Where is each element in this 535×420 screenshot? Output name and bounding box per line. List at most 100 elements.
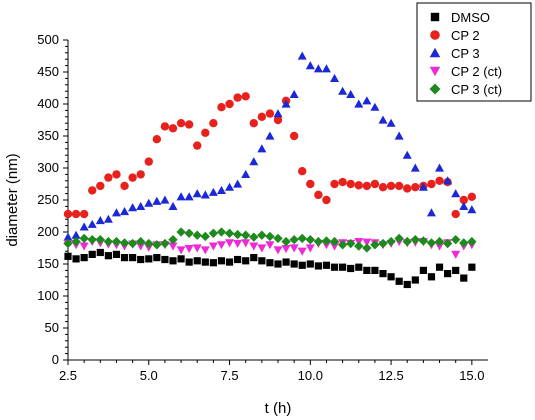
data-point: [216, 227, 227, 237]
data-point: [103, 236, 114, 247]
data-point: [435, 263, 444, 271]
data-point: [330, 73, 340, 82]
data-point: [460, 274, 468, 282]
data-point: [411, 276, 419, 284]
data-point: [347, 264, 355, 273]
data-point: [249, 242, 259, 251]
data-point: [329, 236, 340, 247]
y-tick-label: 500: [37, 32, 59, 47]
data-point: [378, 183, 388, 192]
data-point: [297, 247, 307, 256]
data-point: [217, 103, 226, 112]
data-point: [104, 173, 113, 182]
y-tick-label: 50: [45, 320, 59, 335]
data-point: [322, 195, 331, 205]
data-point: [128, 173, 137, 182]
data-point: [402, 236, 412, 247]
data-point: [467, 192, 477, 201]
data-point: [289, 131, 299, 141]
data-point: [79, 222, 89, 231]
data-point: [427, 273, 436, 281]
data-point: [346, 179, 355, 189]
data-point: [419, 266, 427, 274]
data-point: [184, 245, 194, 254]
data-point: [233, 239, 243, 249]
data-point: [63, 238, 73, 249]
data-point: [225, 258, 234, 266]
data-point: [161, 255, 169, 264]
data-point: [426, 208, 436, 217]
data-point: [394, 181, 404, 191]
data-point: [127, 238, 138, 249]
data-point: [362, 238, 372, 247]
x-axis-ticks: 2.5 5.0 7.5 10.0 12.5 15.0: [59, 360, 485, 383]
data-point: [241, 169, 251, 178]
data-point: [200, 190, 210, 199]
data-point: [395, 277, 403, 285]
data-point: [224, 228, 235, 238]
data-point: [451, 189, 461, 198]
data-point: [362, 96, 372, 105]
data-point: [297, 233, 307, 244]
data-point: [370, 240, 380, 250]
legend-label: CP 3: [451, 46, 480, 61]
data-point: [95, 215, 105, 225]
data-point: [258, 257, 266, 265]
data-point: [234, 255, 242, 264]
data-point: [354, 99, 364, 108]
data-point: [184, 120, 194, 129]
data-point: [249, 157, 259, 166]
y-tick-label: 450: [37, 64, 59, 79]
data-point: [289, 244, 299, 253]
data-point: [136, 201, 146, 210]
data-point: [241, 92, 250, 101]
data-point: [184, 192, 194, 201]
data-point: [265, 241, 275, 250]
data-point: [193, 257, 201, 265]
data-point: [290, 260, 298, 268]
x-tick-label: 5.0: [140, 368, 158, 383]
data-point: [64, 252, 72, 260]
data-point: [144, 157, 153, 166]
data-point: [338, 86, 348, 95]
data-point: [112, 250, 121, 258]
y-tick-label: 350: [37, 128, 59, 143]
data-point: [145, 255, 153, 263]
legend-label: CP 3 (ct): [451, 82, 502, 97]
data-point: [321, 236, 332, 246]
data-point: [209, 119, 218, 128]
data-point: [184, 228, 194, 238]
data-point: [339, 263, 347, 271]
x-axis-title: t (h): [265, 400, 292, 417]
data-point: [71, 230, 81, 239]
data-point: [63, 232, 73, 241]
data-point: [298, 167, 307, 176]
data-point: [370, 179, 380, 189]
data-point: [427, 179, 436, 189]
data-point: [459, 195, 468, 205]
data-point: [136, 242, 146, 251]
data-point: [120, 181, 129, 191]
data-point: [176, 119, 186, 128]
legend-label: CP 2: [451, 28, 480, 43]
legend-label: DMSO: [451, 10, 490, 25]
data-point: [242, 257, 250, 265]
data-point: [217, 257, 226, 265]
legend-marker: [429, 66, 441, 77]
data-point: [451, 209, 460, 219]
data-point: [306, 179, 315, 189]
data-point: [435, 242, 445, 251]
data-point: [281, 99, 291, 108]
data-point: [330, 179, 339, 189]
data-point: [394, 131, 404, 140]
data-point: [119, 238, 130, 248]
x-tick-label: 15.0: [459, 368, 484, 383]
data-point: [144, 238, 154, 249]
data-point: [435, 176, 444, 185]
legend-label: CP 2 (ct): [451, 64, 502, 79]
data-point: [216, 241, 226, 250]
data-point: [370, 102, 380, 111]
data-point: [208, 228, 219, 238]
data-point: [79, 233, 89, 244]
data-point: [80, 254, 88, 262]
